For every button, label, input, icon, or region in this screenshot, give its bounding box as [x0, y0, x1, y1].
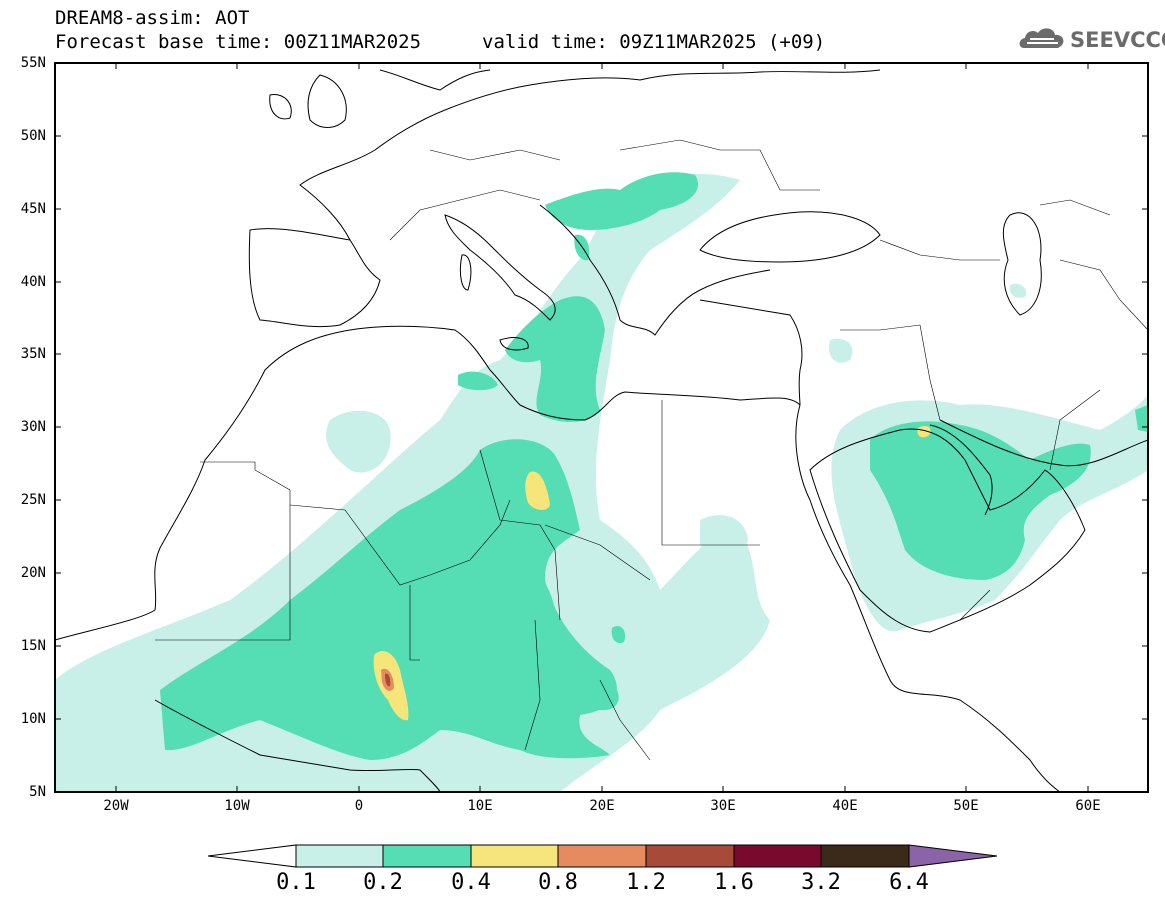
coastlines: [55, 69, 1148, 792]
forecast-base-time: Forecast base time: 00Z11MAR2025: [55, 31, 422, 53]
colorbar-bin-2: [382, 844, 472, 868]
lat-label-5n: 5N: [29, 784, 46, 800]
lon-label-0: 0: [354, 798, 364, 814]
seevccc-logo: SEEVCCC: [1018, 24, 1165, 56]
colorbar-label-0-1: 0.1: [276, 870, 316, 895]
valid-time: valid time: 09Z11MAR2025 (+09): [482, 31, 826, 53]
colorbar-label-3-2: 3.2: [801, 870, 841, 895]
lat-label-35n: 35N: [20, 346, 46, 362]
lon-label-50e: 50E: [953, 798, 979, 814]
colorbar-bin-4: [557, 844, 647, 868]
colorbar-label-6-4: 6.4: [889, 870, 929, 895]
colorbar-bin-6: [733, 844, 822, 868]
aot-extreme-areas: [385, 673, 391, 687]
colorbar-label-0-4: 0.4: [451, 870, 491, 895]
lat-label-20n: 20N: [20, 565, 46, 581]
lon-label-10e: 10E: [467, 798, 493, 814]
colorbar-bin-3: [470, 844, 559, 868]
colorbar-label-0-8: 0.8: [538, 870, 578, 895]
colorbar-bin-5: [645, 844, 735, 868]
lat-label-15n: 15N: [20, 638, 46, 654]
lon-label-30e: 30E: [710, 798, 736, 814]
aot-fields: [55, 172, 1148, 792]
map-title: DREAM8-assim: AOT: [55, 7, 250, 29]
colorbar-label-1-2: 1.2: [626, 870, 666, 895]
lon-label-20e: 20E: [589, 798, 615, 814]
colorbar-label-0-2: 0.2: [363, 870, 403, 895]
colorbar-bin-7: [820, 844, 910, 868]
colorbar-bin-1: [295, 844, 384, 868]
lat-label-10n: 10N: [20, 711, 46, 727]
aot-moderate-areas: [160, 172, 1148, 760]
lat-label-40n: 40N: [20, 274, 46, 290]
colorbar-label-1-6: 1.6: [714, 870, 754, 895]
lon-label-40e: 40E: [832, 798, 858, 814]
logo-text: SEEVCCC: [1070, 28, 1165, 52]
lon-label-10w: 10W: [224, 798, 250, 814]
country-borders: [155, 139, 1148, 761]
lat-label-45n: 45N: [20, 201, 46, 217]
lon-label-20w: 20W: [103, 798, 129, 814]
axis-ticks: [55, 62, 1148, 792]
colorbar-upper-arrow: [908, 844, 998, 868]
lat-label-25n: 25N: [20, 492, 46, 508]
lat-label-50n: 50N: [20, 128, 46, 144]
lat-label-55n: 55N: [20, 55, 46, 71]
lat-label-30n: 30N: [20, 419, 46, 435]
lon-label-60e: 60E: [1075, 798, 1101, 814]
colorbar: [207, 844, 998, 868]
cloud-icon: [1019, 28, 1064, 48]
colorbar-lower-arrow: [207, 844, 297, 868]
